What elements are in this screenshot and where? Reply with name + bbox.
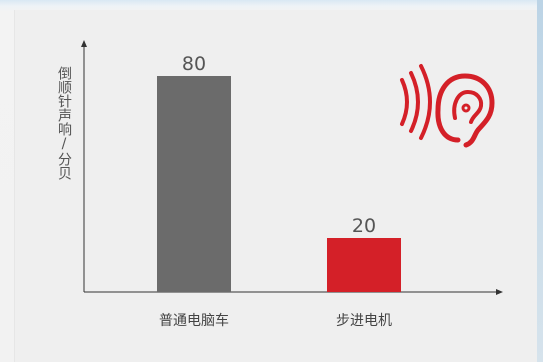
category-label-2: 步进电机 [336,313,392,329]
category-label-1: 普通电脑车 [159,312,229,329]
bar-2 [327,238,401,292]
bar-1 [157,76,231,292]
chart-panel [14,10,543,362]
ear-sound-waves-icon [400,64,495,148]
value-label-2: 20 [352,215,376,237]
value-label-1: 80 [182,53,206,75]
side-border [537,0,543,362]
y-axis-label: 倒顺针声响/分贝 [56,66,72,180]
x-axis-arrow [496,289,503,295]
y-axis-arrow [81,40,87,47]
